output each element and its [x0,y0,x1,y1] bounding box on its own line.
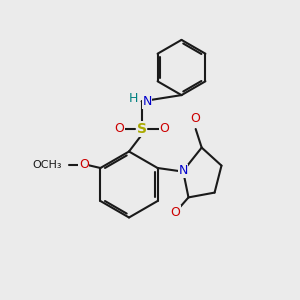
Text: N: N [178,164,188,178]
Text: O: O [170,206,180,219]
Text: O: O [114,122,124,136]
Text: O: O [159,122,169,136]
Text: OCH₃: OCH₃ [33,160,62,170]
Text: H: H [128,92,138,106]
Text: O: O [79,158,89,172]
Text: O: O [191,112,201,125]
Text: N: N [142,95,152,108]
Text: S: S [136,122,147,136]
